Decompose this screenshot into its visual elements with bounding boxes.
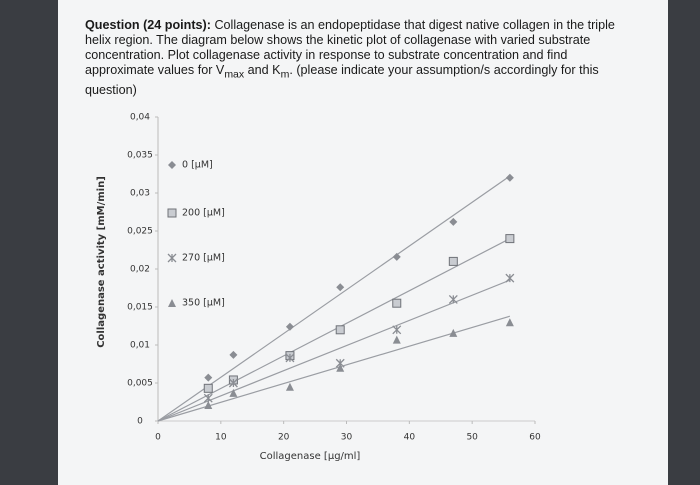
marker (505, 173, 514, 182)
trendline (157, 238, 511, 422)
question: Question (24 points): Collagenase is an … (85, 18, 630, 98)
subscript: m (280, 68, 290, 81)
y-tick-label: 0,02 (130, 265, 150, 275)
marker (228, 378, 238, 388)
marker (285, 382, 294, 391)
marker (204, 401, 213, 410)
y-tick-label: 0,035 (127, 151, 153, 161)
marker (392, 298, 402, 308)
marker (285, 353, 295, 363)
legend-label: 350 [µM] (182, 298, 225, 309)
y-tick-label: 0,015 (127, 303, 153, 313)
question-text: and K (244, 63, 281, 77)
x-tick-label: 0 (155, 433, 161, 443)
legend-marker (167, 253, 177, 263)
marker (229, 388, 238, 397)
x-tick-label: 50 (466, 433, 478, 443)
marker (336, 283, 345, 292)
marker (229, 350, 238, 359)
y-axis-label: Collagenase activity [mM/min] (96, 176, 107, 348)
marker (392, 252, 401, 261)
trendline (157, 175, 511, 422)
legend-label: 200 [µM] (182, 208, 225, 219)
trendline (157, 279, 511, 422)
x-tick-label: 10 (215, 433, 227, 443)
screen (58, 0, 668, 485)
marker (392, 335, 401, 344)
legend-marker (167, 208, 177, 218)
x-tick-label: 40 (404, 433, 416, 443)
marker (204, 373, 213, 382)
legend-label: 0 [µM] (182, 160, 213, 171)
marker (505, 234, 515, 244)
y-tick-label: 0,005 (127, 379, 153, 389)
marker (336, 363, 345, 372)
question-text: . (please indicate your assumption/s acc… (85, 63, 599, 97)
legend-marker (168, 299, 176, 307)
y-tick-label: 0,025 (127, 227, 153, 237)
marker (449, 217, 458, 226)
question-label: Question (24 points): (85, 18, 211, 32)
question-text: Collagenase is an endopeptidase that dig… (85, 18, 615, 77)
marker (448, 256, 458, 266)
legend-label: 270 [µM] (182, 253, 225, 264)
marker (392, 325, 402, 335)
trendline (157, 315, 511, 422)
marker (448, 294, 458, 304)
marker (505, 273, 515, 283)
marker (335, 325, 345, 335)
legend-marker (168, 161, 176, 169)
y-tick-label: 0,04 (130, 113, 150, 123)
marker (203, 393, 213, 403)
subscript: max (224, 68, 245, 81)
marker (203, 383, 213, 393)
marker (449, 328, 458, 337)
x-axis-label: Collagenase [µg/ml] (260, 451, 361, 462)
x-tick-label: 20 (278, 433, 290, 443)
marker (505, 318, 514, 327)
marker (285, 322, 294, 331)
x-tick-label: 60 (529, 433, 541, 443)
y-tick-label: 0,01 (130, 341, 150, 351)
y-tick-label: 0 (137, 417, 143, 427)
y-tick-label: 0,03 (130, 189, 150, 199)
x-tick-label: 30 (341, 433, 353, 443)
